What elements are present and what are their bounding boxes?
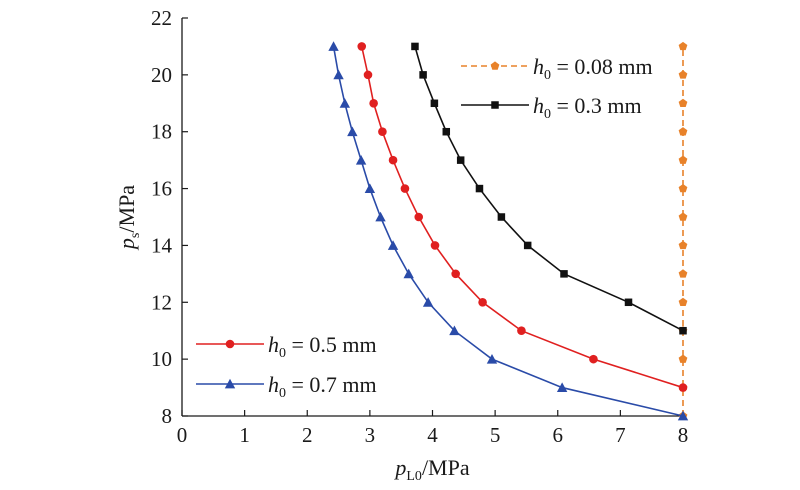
data-point xyxy=(388,155,398,165)
y-tick-label: 14 xyxy=(151,233,173,257)
data-point xyxy=(475,184,484,193)
data-point xyxy=(339,98,351,108)
series-line xyxy=(414,46,684,332)
data-point xyxy=(430,99,439,108)
y-tick-label: 16 xyxy=(151,177,172,201)
x-tick-label: 4 xyxy=(427,423,438,447)
y-tick-label: 20 xyxy=(151,63,172,87)
y-axis-title: ps/MPa xyxy=(114,185,143,251)
x-tick-label: 3 xyxy=(365,423,376,447)
data-point xyxy=(451,269,460,279)
data-point xyxy=(422,297,434,307)
x-tick-label: 1 xyxy=(239,423,250,447)
legend-label: h0 = 0.5 mm xyxy=(268,332,377,361)
data-point xyxy=(414,212,424,222)
data-point xyxy=(357,42,367,51)
data-point xyxy=(449,325,460,336)
y-tick-label: 12 xyxy=(151,290,172,314)
data-point xyxy=(678,354,688,363)
data-point xyxy=(387,240,399,250)
y-tick-label: 8 xyxy=(162,404,173,428)
legend-item: h0 = 0.7 mm xyxy=(196,372,377,401)
x-tick-label: 8 xyxy=(678,423,689,447)
data-point xyxy=(403,268,414,279)
series-layer xyxy=(328,41,689,421)
data-point xyxy=(375,211,386,222)
data-point xyxy=(678,98,688,108)
data-point xyxy=(411,42,419,51)
data-point xyxy=(523,241,532,250)
x-axis-title: pL0/MPa xyxy=(393,455,469,484)
series-1 xyxy=(411,42,687,335)
data-point xyxy=(430,241,440,250)
data-point xyxy=(355,154,367,165)
data-point xyxy=(517,326,526,336)
data-point xyxy=(589,354,598,364)
series-3 xyxy=(328,41,689,421)
data-point xyxy=(442,127,451,136)
data-point xyxy=(677,410,689,421)
data-point xyxy=(364,183,376,193)
data-point xyxy=(556,382,568,392)
data-point xyxy=(678,155,688,164)
x-tick-label: 7 xyxy=(615,423,626,447)
legend-marker xyxy=(491,101,499,109)
y-tick-label: 18 xyxy=(151,120,172,144)
data-point xyxy=(378,127,387,137)
data-point xyxy=(560,270,568,278)
x-tick-label: 2 xyxy=(302,423,313,447)
legend-item: h0 = 0.3 mm xyxy=(461,93,642,122)
data-point xyxy=(347,126,358,137)
x-tick-label: 5 xyxy=(490,423,501,447)
legend-layer: h0 = 0.08 mm h0 = 0.3 mm h0 = 0.5 mm h0 = 0… xyxy=(196,54,653,401)
data-point xyxy=(678,127,688,136)
data-point xyxy=(678,240,688,250)
data-point xyxy=(678,383,688,392)
data-point xyxy=(678,41,688,51)
data-point xyxy=(328,41,339,51)
data-point xyxy=(678,70,688,79)
data-point xyxy=(369,98,378,108)
x-tick-label: 0 xyxy=(177,423,188,447)
data-point xyxy=(497,213,506,221)
legend-marker xyxy=(224,378,236,389)
data-point xyxy=(678,269,688,278)
data-point xyxy=(678,297,688,307)
legend-label: h0 = 0.7 mm xyxy=(268,372,377,401)
legend-marker xyxy=(490,61,500,70)
y-tick-label: 22 xyxy=(151,6,172,30)
data-point xyxy=(678,183,688,193)
data-point xyxy=(486,353,498,364)
legend-item: h0 = 0.08 mm xyxy=(461,54,653,83)
series-2 xyxy=(357,42,688,392)
series-line xyxy=(332,46,684,417)
data-point xyxy=(678,212,688,221)
data-point xyxy=(679,326,687,335)
x-tick-label: 6 xyxy=(553,423,564,447)
legend-label: h0 = 0.3 mm xyxy=(533,93,642,122)
data-point xyxy=(400,184,410,193)
series-0 xyxy=(678,41,688,420)
data-point xyxy=(363,70,373,80)
data-point xyxy=(333,69,344,80)
data-point xyxy=(419,71,427,79)
legend-item: h0 = 0.5 mm xyxy=(196,332,377,361)
data-point xyxy=(456,156,465,164)
data-point xyxy=(624,298,633,307)
legend-marker xyxy=(225,339,235,349)
data-point xyxy=(478,297,487,307)
y-tick-label: 10 xyxy=(151,347,172,371)
legend-label: h0 = 0.08 mm xyxy=(533,54,653,83)
